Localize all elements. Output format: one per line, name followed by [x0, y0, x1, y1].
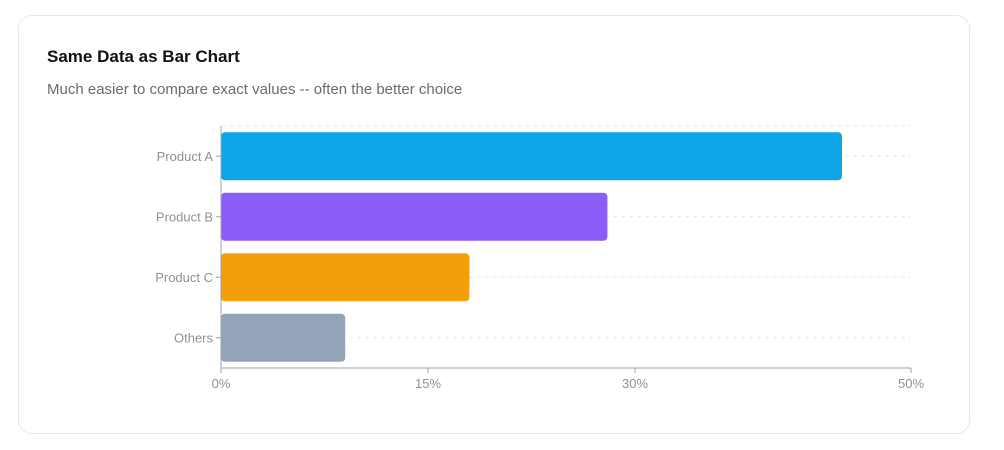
bar-others — [221, 313, 346, 362]
bar-product-a — [221, 132, 842, 181]
chart-subtitle: Much easier to compare exact values -- o… — [47, 81, 463, 98]
y-tick-label: Product B — [156, 209, 213, 224]
bar-chart: Product A Product B Product C Others 0% 15% 30… — [155, 125, 924, 391]
y-tick-label: Product C — [155, 270, 213, 285]
x-tick-label: 50% — [898, 376, 924, 391]
chart-card: Same Data as Bar Chart Much easier to co… — [18, 15, 970, 434]
x-tick-label: 15% — [415, 376, 441, 391]
y-tick-label: Product A — [157, 149, 214, 164]
y-tick-label: Others — [174, 330, 214, 345]
x-tick-label: 0% — [212, 376, 231, 391]
x-tick-label: 30% — [622, 376, 648, 391]
chart-title: Same Data as Bar Chart — [47, 47, 240, 66]
bar-product-c — [221, 253, 470, 302]
bar-product-b — [221, 192, 608, 241]
